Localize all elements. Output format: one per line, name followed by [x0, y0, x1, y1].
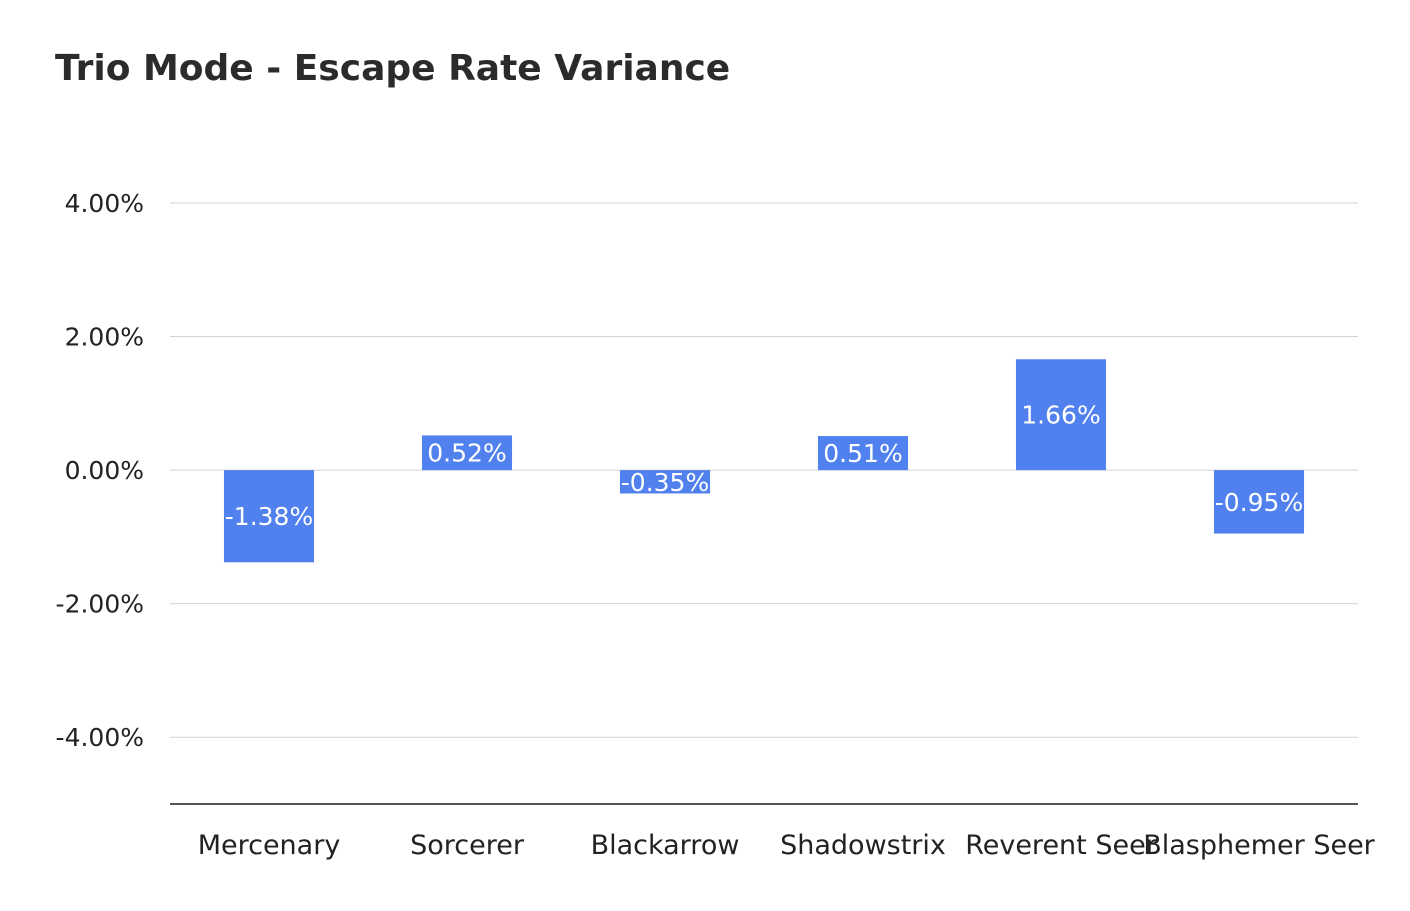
chart-title: Trio Mode - Escape Rate Variance	[55, 48, 731, 89]
x-category-label: Reverent Seer	[965, 830, 1158, 861]
data-label: 0.51%	[823, 439, 902, 468]
bar	[1213, 470, 1305, 534]
x-category-label: Sorcerer	[410, 830, 525, 861]
data-label: -0.95%	[1215, 488, 1303, 517]
x-category-label: Shadowstrix	[780, 830, 946, 861]
data-labels: -1.38% 0.52% -0.35% 0.51% 1.66% -0.95%	[225, 401, 1303, 532]
bar	[223, 470, 315, 563]
bar	[619, 470, 711, 494]
x-axis-categories: Mercenary Sorcerer Blackarrow Shadowstrix Re…	[198, 830, 1376, 861]
x-category-label: Blasphemer Seer	[1143, 830, 1375, 861]
gridlines	[170, 202, 1358, 738]
data-label: 0.52%	[427, 439, 506, 468]
y-tick-label: 2.00%	[65, 323, 144, 352]
data-label: 1.66%	[1021, 401, 1100, 430]
data-label: -1.38%	[225, 502, 313, 531]
x-category-label: Mercenary	[198, 830, 341, 861]
bar	[1015, 359, 1107, 471]
bars	[223, 359, 1305, 563]
x-category-label: Blackarrow	[591, 830, 740, 861]
y-axis-ticks: 4.00% 2.00% 0.00% -2.00% -4.00%	[56, 189, 144, 752]
bar	[421, 435, 513, 471]
data-label: -0.35%	[621, 468, 709, 497]
bar	[817, 436, 909, 471]
y-tick-label: 4.00%	[65, 189, 144, 218]
y-tick-label: 0.00%	[65, 456, 144, 485]
y-tick-label: -2.00%	[56, 590, 144, 619]
y-tick-label: -4.00%	[56, 723, 144, 752]
